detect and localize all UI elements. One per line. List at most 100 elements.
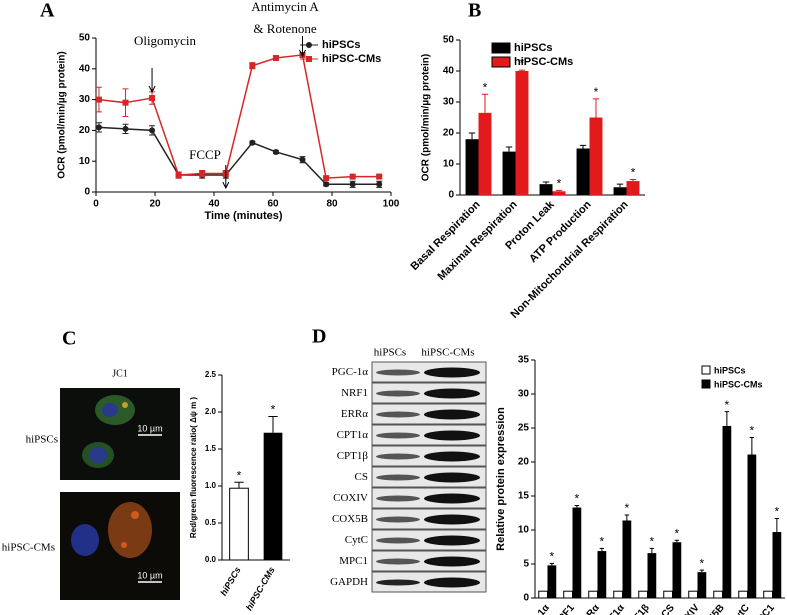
line — [98, 126, 380, 186]
bar — [576, 148, 590, 195]
blot-band — [424, 577, 480, 588]
nucleus — [89, 447, 107, 463]
y-tick-label: 0 — [84, 187, 90, 198]
bar — [552, 191, 566, 195]
panel-letter: D — [312, 326, 326, 348]
arrow — [148, 68, 156, 94]
legend-swatch — [701, 379, 711, 389]
y-axis-label: Relative protein expression — [495, 407, 507, 551]
legend-label: hiPSCs — [514, 42, 553, 54]
bar — [772, 532, 782, 598]
x-tick-label: 100 — [383, 199, 400, 210]
legend-swatch — [491, 56, 511, 68]
error-bar — [599, 547, 605, 552]
x-tick-label: 20 — [149, 199, 161, 210]
bar — [763, 590, 773, 599]
blot-band — [424, 493, 480, 504]
blot-band — [424, 430, 480, 441]
error-bar — [749, 437, 755, 455]
point — [323, 181, 330, 188]
point — [272, 148, 279, 155]
x-tick-label: 0 — [93, 199, 99, 210]
bar — [539, 184, 553, 195]
blot-band — [376, 390, 420, 397]
mitochondria — [131, 511, 139, 519]
y-tick-label: 20 — [79, 125, 91, 136]
bar — [478, 112, 492, 195]
point — [175, 172, 182, 179]
blot-band — [376, 474, 420, 481]
error-bar — [518, 69, 526, 71]
significance: * — [625, 501, 630, 515]
bar — [502, 151, 516, 195]
nucleus — [71, 524, 99, 556]
bar — [613, 590, 623, 599]
point — [122, 99, 129, 106]
panel-letter: B — [468, 0, 481, 22]
y-tick-label: 1.5 — [205, 444, 217, 453]
blot-band — [424, 367, 480, 378]
blot-band — [376, 369, 420, 376]
image-label: hiPSC-CMs — [2, 542, 55, 554]
y-tick-label: 20 — [443, 128, 455, 139]
arrow — [222, 165, 230, 190]
point — [323, 175, 330, 182]
x-tick-label: CS — [659, 602, 677, 615]
point — [272, 55, 279, 62]
y-tick-label: 40 — [79, 63, 91, 74]
error-bar — [549, 562, 555, 566]
error-bar — [724, 411, 730, 426]
x-tick-label: NRF1 — [552, 602, 577, 615]
x-tick-label: CPT1β — [623, 603, 652, 615]
point — [349, 181, 356, 188]
blot-label: CPT1β — [337, 450, 369, 462]
bar — [747, 454, 757, 598]
error-bar — [468, 132, 476, 140]
panel-letter: A — [40, 0, 55, 22]
y-axis-label: OCR (pmol/min/µg protein) — [421, 54, 432, 181]
bar — [713, 590, 723, 599]
bar — [663, 590, 673, 599]
legend-label: hiPSC-CMs — [714, 379, 763, 389]
x-tick-label: 40 — [208, 199, 220, 210]
y-tick-label: 40 — [443, 66, 455, 77]
x-tick-label: hiPSCs — [218, 565, 242, 597]
scale-bar-label: 10 µm — [137, 423, 162, 433]
blot-label: CytC — [345, 534, 368, 546]
error-bar — [629, 179, 637, 182]
significance: * — [650, 535, 655, 549]
y-tick-label: 2.0 — [205, 407, 217, 416]
significance: * — [271, 403, 276, 417]
line — [98, 54, 380, 179]
legend-swatch — [491, 42, 511, 54]
y-tick-label: 10 — [443, 159, 455, 170]
bar — [597, 551, 607, 598]
error-bar — [542, 181, 550, 185]
bar — [647, 553, 657, 598]
annotation: & Rotenone — [253, 21, 316, 36]
blot-label: COX5B — [332, 513, 368, 525]
bar — [563, 590, 573, 599]
error-bar — [481, 93, 489, 113]
blot-band — [424, 388, 480, 399]
y-tick-label: 25 — [518, 423, 530, 434]
blot-label: ERRα — [341, 408, 368, 420]
blot-label: PGC-1α — [332, 366, 369, 378]
y-tick-label: 0 — [523, 593, 529, 604]
bar — [622, 520, 632, 598]
bar — [229, 487, 249, 561]
annotation: Antimycin A — [251, 0, 319, 14]
significance: * — [725, 398, 730, 412]
y-tick-label: 0.0 — [205, 555, 217, 564]
significance: * — [631, 166, 636, 180]
cell — [108, 502, 152, 558]
point — [299, 156, 306, 163]
blot-label: MPC1 — [339, 555, 368, 567]
blot-band — [376, 432, 420, 439]
significance: * — [575, 492, 580, 506]
legend-label: hiPSCs — [322, 39, 361, 51]
y-tick-label: 35 — [518, 355, 530, 366]
image-title: JC1 — [112, 368, 128, 379]
annotation: Oligomycin — [134, 33, 197, 48]
error-bar — [674, 539, 680, 543]
